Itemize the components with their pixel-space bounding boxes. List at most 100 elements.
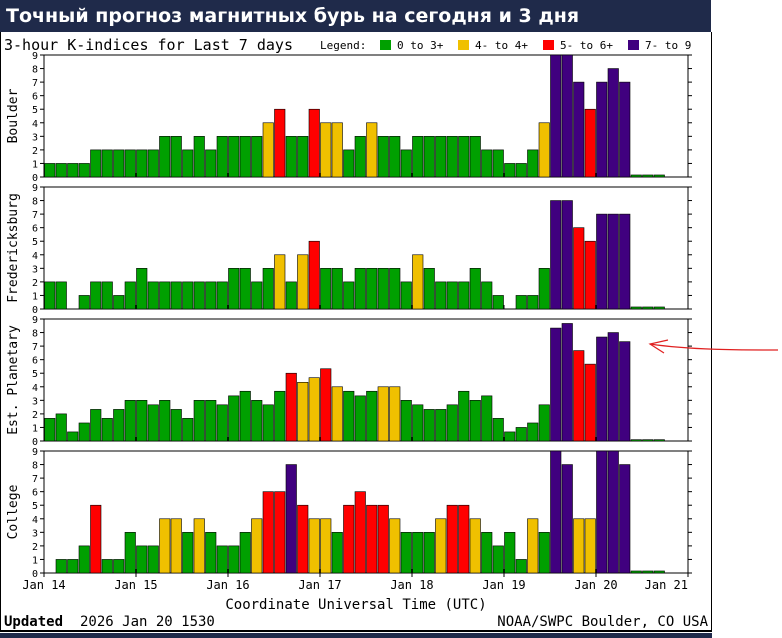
- k-index-bar: [630, 439, 642, 442]
- k-index-bar: [446, 504, 458, 574]
- k-index-bar: [262, 491, 274, 574]
- k-index-bar: [136, 268, 148, 310]
- chart-frame: [0, 32, 712, 632]
- k-index-bar: [124, 400, 136, 442]
- k-index-bar: [170, 518, 182, 574]
- k-index-bar: [343, 390, 355, 442]
- y-tick-label: 8: [32, 329, 38, 340]
- k-index-bar: [435, 136, 447, 178]
- k-index-bar: [124, 281, 136, 310]
- k-index-bar: [113, 559, 125, 574]
- k-index-bar: [619, 81, 631, 178]
- k-index-bar: [331, 122, 343, 178]
- k-index-bar: [492, 545, 504, 574]
- k-index-bar: [90, 504, 102, 574]
- k-index-bar: [400, 532, 412, 574]
- k-index-bar: [377, 386, 389, 442]
- k-index-bar: [101, 281, 113, 310]
- k-index-bar: [297, 382, 309, 442]
- y-tick-label: 9: [32, 447, 38, 458]
- k-index-bar: [561, 200, 573, 310]
- k-index-bar: [262, 404, 274, 442]
- k-index-bar: [527, 422, 539, 442]
- k-index-bar: [527, 149, 539, 178]
- k-index-bar: [561, 54, 573, 178]
- k-index-bar: [193, 400, 205, 442]
- k-index-bar: [159, 136, 171, 178]
- k-index-bar: [538, 268, 550, 310]
- k-index-bar: [78, 422, 90, 442]
- legend-item-text: 5- to 6+: [560, 39, 613, 52]
- y-tick-label: 4: [32, 251, 38, 262]
- k-index-bar: [366, 268, 378, 310]
- y-tick-label: 5: [32, 501, 38, 512]
- k-index-bar: [159, 400, 171, 442]
- red-arrow-annotation: [648, 339, 779, 354]
- k-index-bar: [113, 409, 125, 442]
- k-index-bar: [320, 518, 332, 574]
- k-index-bar: [366, 390, 378, 442]
- k-index-bar: [78, 163, 90, 178]
- y-tick-label: 5: [32, 237, 38, 248]
- k-index-bar: [354, 136, 366, 178]
- k-index-bar: [78, 295, 90, 310]
- k-index-bar: [297, 136, 309, 178]
- y-tick-label: 2: [32, 278, 38, 289]
- credit-text: NOAA/SWPC Boulder, CO USA: [497, 614, 708, 630]
- y-tick-label: 6: [32, 92, 38, 103]
- k-index-bar: [297, 254, 309, 310]
- y-tick-label: 5: [32, 105, 38, 116]
- k-index-bar: [159, 281, 171, 310]
- k-index-bar: [550, 54, 562, 178]
- k-index-bar: [458, 281, 470, 310]
- k-index-bar: [136, 545, 148, 574]
- k-index-bar: [481, 149, 493, 178]
- k-index-bar: [584, 108, 596, 178]
- panel: 0 1 2 3 4 5 6 7 8 9 Est. Planetary: [6, 315, 692, 448]
- k-index-bar: [469, 268, 481, 310]
- legend-swatch: [543, 40, 554, 50]
- k-index-bar: [308, 240, 320, 310]
- k-index-bar: [584, 518, 596, 574]
- k-index-bar: [251, 136, 263, 178]
- k-index-bar: [573, 227, 585, 310]
- k-index-bar: [458, 390, 470, 442]
- y-tick-label: 6: [32, 356, 38, 367]
- k-index-bar: [228, 136, 240, 178]
- legend-swatch: [380, 40, 391, 50]
- k-index-bar: [366, 122, 378, 178]
- k-index-bar: [400, 400, 412, 442]
- k-index-bar: [216, 136, 228, 178]
- panels: 0 1 2 3 4 5 6 7 8 9 Boulder 0 1 2 3 4 5 6 7 8 9 Fredericksbur…: [6, 51, 692, 580]
- k-index-bar: [642, 570, 654, 574]
- k-index-bar: [584, 363, 596, 442]
- y-tick-label: 1: [32, 291, 38, 302]
- k-index-bar: [90, 281, 102, 310]
- k-index-bar: [642, 174, 654, 178]
- y-tick-label: 3: [32, 132, 38, 143]
- k-index-bar: [377, 504, 389, 574]
- k-index-bar: [504, 163, 516, 178]
- k-index-bar: [642, 306, 654, 310]
- k-index-bar: [182, 418, 194, 442]
- k-index-bar: [596, 81, 608, 178]
- panel-label: Fredericksburg: [6, 193, 21, 303]
- k-index-bar: [239, 268, 251, 310]
- k-index-bar: [274, 390, 286, 442]
- k-index-bar: [561, 323, 573, 442]
- updated-value: 2026 Jan 20 1530: [80, 614, 215, 630]
- y-tick-label: 6: [32, 488, 38, 499]
- y-tick-label: 0: [32, 569, 38, 580]
- k-index-bar: [366, 504, 378, 574]
- k-index-bar: [205, 149, 217, 178]
- k-index-bar: [274, 108, 286, 178]
- k-index-bar: [389, 386, 401, 442]
- panel: 0 1 2 3 4 5 6 7 8 9 College: [6, 447, 692, 580]
- k-index-bar: [561, 464, 573, 574]
- k-index-bar: [55, 413, 67, 442]
- k-index-bar: [182, 532, 194, 574]
- x-tick-label: Jan 21: [645, 578, 688, 592]
- k-index-bar: [331, 532, 343, 574]
- k-index-bar: [228, 268, 240, 310]
